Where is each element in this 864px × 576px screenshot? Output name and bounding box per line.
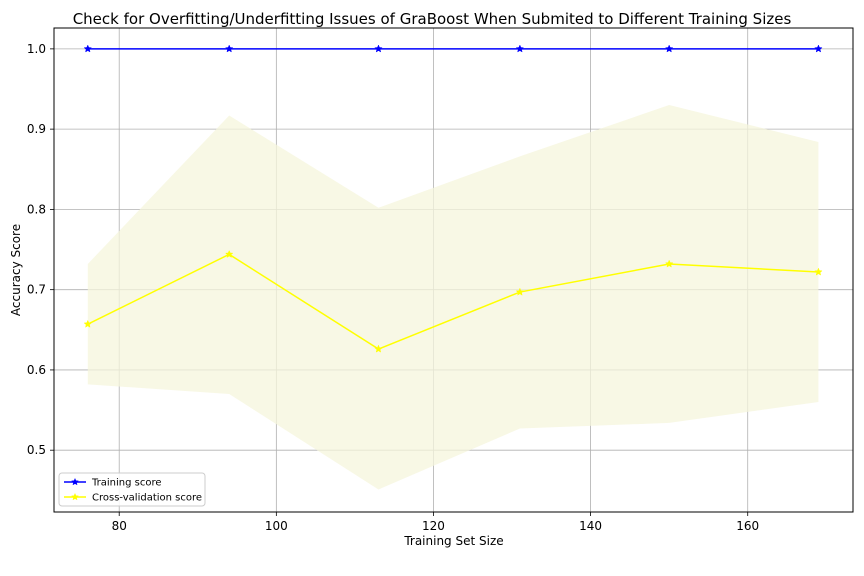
- x-tick-label: 140: [579, 519, 602, 533]
- y-tick-label: 0.5: [27, 443, 46, 457]
- cross-validation-score-point: [224, 249, 234, 258]
- cross-validation-score-point: [814, 267, 823, 276]
- legend-swatch-marker: [71, 492, 79, 501]
- y-tick-label: 0.9: [27, 122, 46, 136]
- legend-box: [58, 472, 206, 507]
- cross-validation-score-point: [83, 319, 93, 328]
- cross-validation-score-point: [515, 287, 525, 296]
- legend-swatch-marker: [71, 477, 79, 486]
- x-tick-label: 100: [265, 519, 288, 533]
- x-axis-label: Training Set Size: [403, 534, 503, 548]
- training-score-point: [83, 44, 93, 53]
- chart-title: Check for Overfitting/Underfitting Issue…: [73, 10, 792, 28]
- x-tick-label: 80: [112, 519, 127, 533]
- cross-validation-score-line: [87, 253, 819, 350]
- legend: Training score Cross-validation score: [58, 472, 206, 507]
- y-tick-label: 0.7: [27, 283, 46, 297]
- y-axis-ticks: 0.5 0.6 0.7 0.8 0.9 1.0: [27, 42, 54, 457]
- x-axis-ticks: 80 100 120 140 160: [112, 512, 759, 533]
- plot-frame: [53, 27, 854, 513]
- x-tick-label: 160: [736, 519, 759, 533]
- y-tick-label: 1.0: [27, 42, 46, 56]
- legend-label: Cross-validation score: [92, 493, 202, 504]
- cross-validation-score-point: [664, 259, 674, 268]
- training-score-point: [664, 44, 674, 53]
- y-tick-label: 0.8: [27, 202, 46, 216]
- y-axis-label: Accuracy Score: [9, 224, 23, 316]
- cross-validation-score-point: [374, 344, 383, 353]
- series-layer: [83, 44, 823, 353]
- training-score-point: [814, 44, 823, 53]
- confidence-band: [87, 105, 819, 490]
- legend-label: Training score: [91, 478, 162, 489]
- y-tick-label: 0.6: [27, 363, 46, 377]
- cross-validation-band: [87, 105, 819, 490]
- training-score-point: [515, 44, 525, 53]
- training-score-point: [224, 44, 234, 53]
- x-tick-label: 120: [422, 519, 445, 533]
- training-score-point: [374, 44, 383, 53]
